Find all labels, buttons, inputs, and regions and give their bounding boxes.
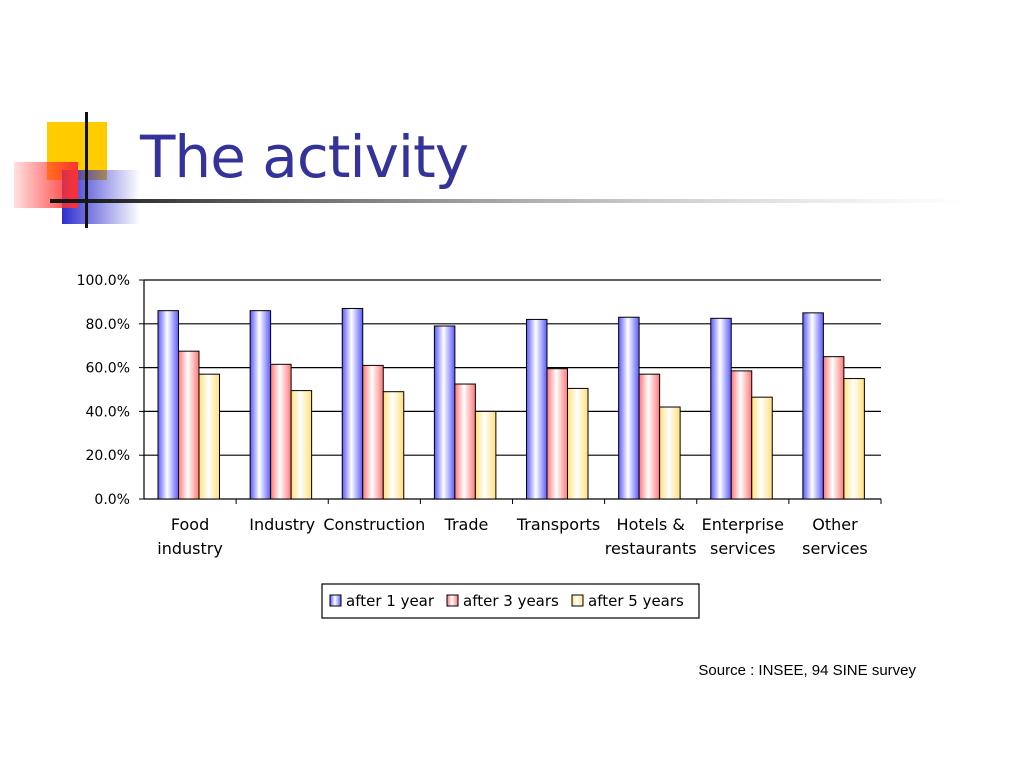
bar-after-3-years [362, 364, 384, 500]
bar-after-1-year [526, 318, 548, 500]
x-category-label: services [802, 539, 868, 558]
legend-label: after 1 year [346, 592, 435, 610]
y-tick-label: 80.0% [86, 317, 130, 333]
slide-title: The activity [140, 123, 469, 191]
y-tick-label: 60.0% [86, 361, 130, 377]
legend-swatch [446, 594, 459, 607]
legend-swatch [329, 594, 342, 607]
bar-after-5-years [843, 378, 865, 500]
bar-after-5-years [290, 390, 313, 500]
bar-after-3-years [178, 350, 200, 500]
title-decoration [14, 112, 970, 228]
x-category-label: Enterprise [702, 515, 784, 534]
bar-after-1-year [618, 316, 640, 500]
bar-after-1-year [249, 310, 272, 500]
bar-after-3-years [730, 370, 753, 500]
x-category-label: restaurants [605, 539, 697, 558]
y-tick-label: 0.0% [94, 492, 130, 508]
legend [321, 583, 700, 619]
bar-after-1-year [157, 310, 179, 500]
legend-swatch [571, 594, 584, 607]
bar-after-1-year [802, 312, 824, 500]
bar-after-3-years [454, 383, 476, 500]
bar-after-3-years [638, 373, 661, 500]
legend-label: after 5 years [588, 592, 684, 610]
y-tick-label: 20.0% [86, 448, 130, 464]
x-category-label: Transports [516, 515, 600, 534]
x-category-label: Industry [249, 515, 315, 534]
x-category-label: services [710, 539, 776, 558]
bar-after-1-year [710, 317, 732, 500]
bar-after-3-years [822, 356, 845, 500]
x-category-label: industry [157, 539, 223, 558]
bar-after-5-years [659, 406, 681, 500]
bar-after-5-years [751, 396, 773, 500]
x-category-label: Hotels & [617, 515, 685, 534]
bar-after-1-year [433, 325, 456, 500]
source-note: Source : INSEE, 94 SINE survey [698, 662, 916, 679]
bar-after-3-years [546, 368, 568, 500]
y-tick-label: 40.0% [86, 404, 130, 420]
bar-after-5-years [474, 410, 497, 500]
legend-label: after 3 years [463, 592, 559, 610]
bar-after-1-year [341, 307, 364, 500]
bar-after-5-years [382, 391, 405, 500]
bar-after-5-years [567, 387, 589, 500]
bar-after-5-years [198, 373, 220, 500]
x-category-label: Trade [444, 515, 489, 534]
deco-vertical-line [85, 112, 88, 228]
y-tick-label: 100.0% [77, 273, 130, 289]
title-underline [50, 199, 970, 203]
x-category-label: Construction [323, 515, 425, 534]
x-category-label: Food [171, 515, 209, 534]
bar-after-3-years [270, 363, 292, 500]
x-category-label: Other [812, 515, 858, 534]
